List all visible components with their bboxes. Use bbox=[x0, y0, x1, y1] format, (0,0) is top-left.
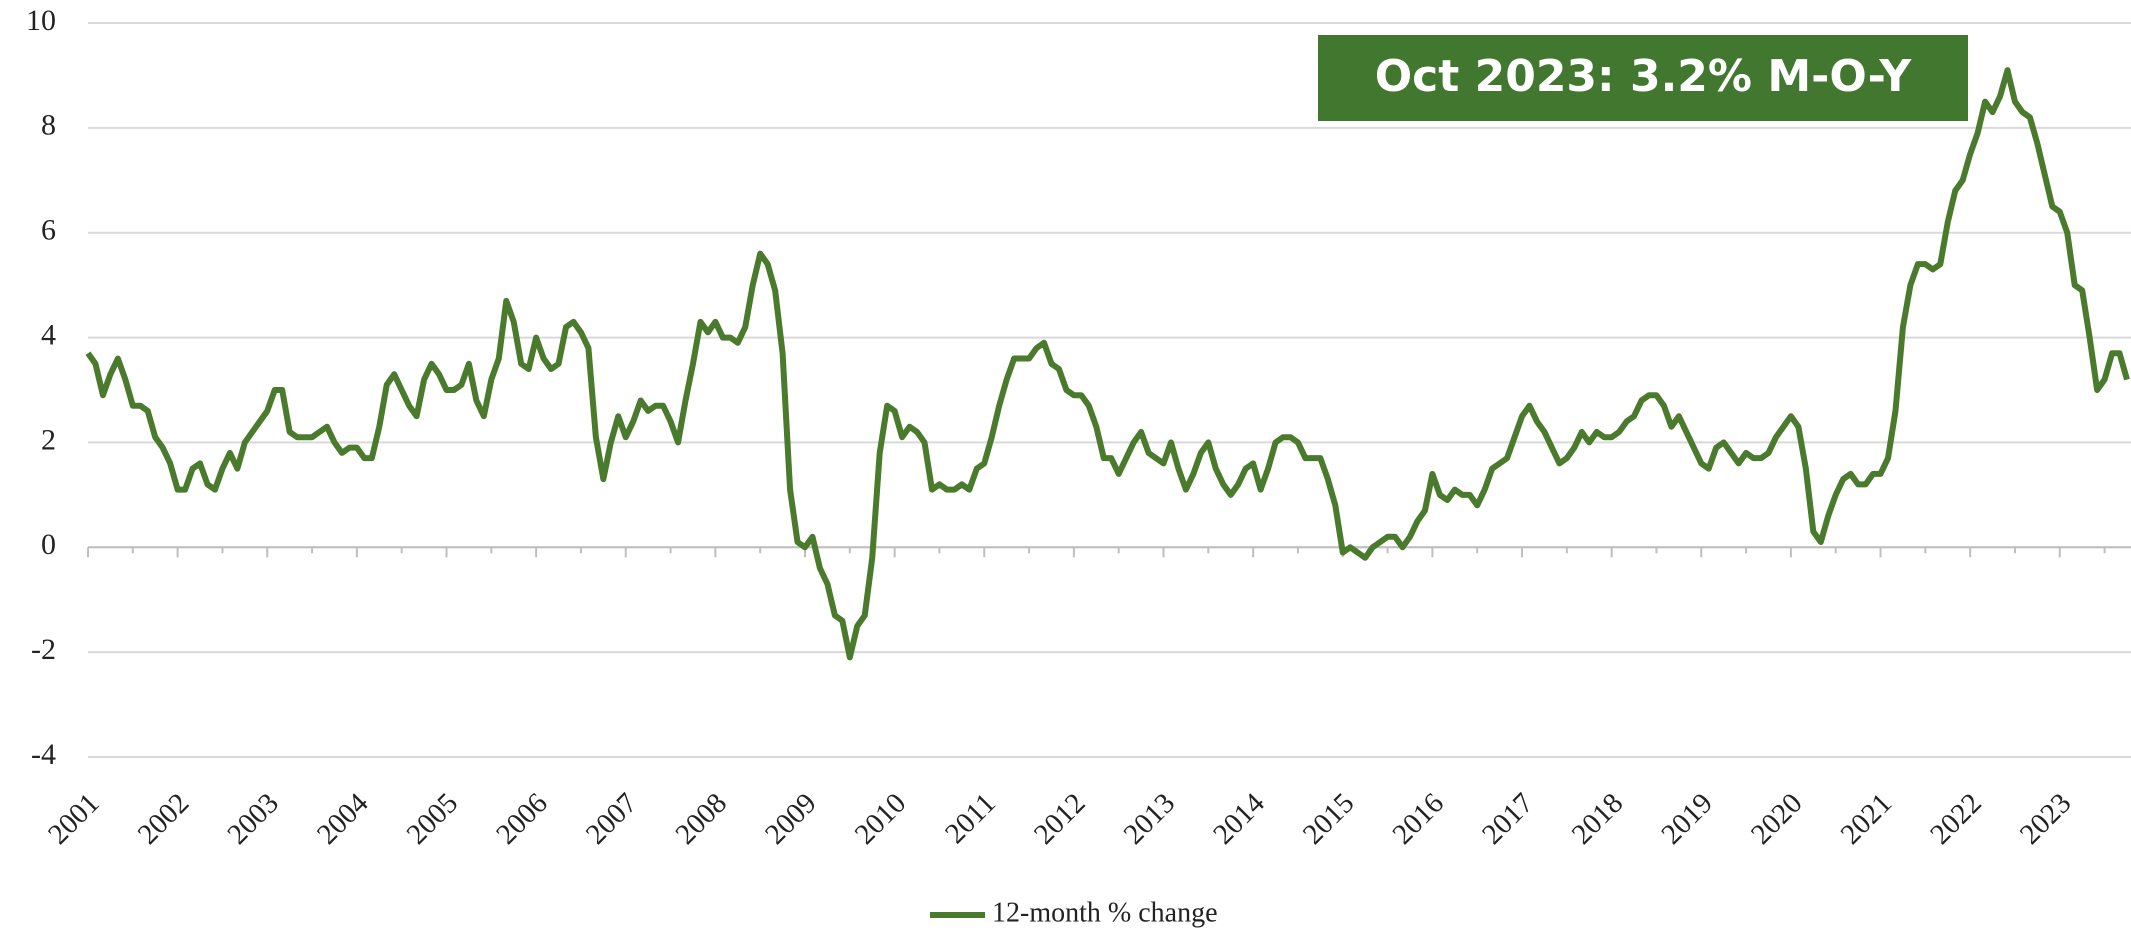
annotation-box bbox=[1318, 35, 1968, 121]
y-tick-label: 4 bbox=[41, 318, 56, 351]
y-tick-label: -2 bbox=[31, 633, 56, 666]
x-tick-label: 2003 bbox=[221, 787, 285, 851]
x-tick-label: 2002 bbox=[132, 787, 196, 851]
y-tick-label: -4 bbox=[31, 738, 56, 771]
x-tick-label: 2008 bbox=[669, 787, 733, 851]
y-tick-label: 8 bbox=[41, 109, 56, 142]
x-tick-label: 2019 bbox=[1655, 787, 1719, 851]
plot bbox=[85, 67, 2130, 661]
x-tick-label: 2011 bbox=[939, 787, 1002, 850]
x-tick-label: 2020 bbox=[1745, 787, 1809, 851]
x-tick-label: 2012 bbox=[1028, 787, 1092, 851]
x-tick-label: 2001 bbox=[42, 787, 106, 851]
x-tick-label: 2004 bbox=[311, 787, 375, 851]
x-tick-label: 2009 bbox=[759, 787, 823, 851]
x-tick-label: 2013 bbox=[1118, 787, 1182, 851]
x-tick-label: 2016 bbox=[1386, 787, 1450, 851]
x-tick-label: 2014 bbox=[1207, 787, 1271, 851]
grid bbox=[87, 22, 2131, 758]
legend-label: 12-month % change bbox=[992, 897, 1218, 928]
y-tick-label: 10 bbox=[26, 4, 56, 37]
y-tick-label: 0 bbox=[41, 528, 56, 561]
x-tick-label: 2018 bbox=[1566, 787, 1630, 851]
y-tick-label: 6 bbox=[41, 214, 56, 247]
x-tick-label: 2006 bbox=[490, 787, 554, 851]
x-tick-label: 2015 bbox=[1297, 787, 1361, 851]
x-tick-label: 2017 bbox=[1476, 787, 1540, 851]
x-tick-label: 2005 bbox=[401, 787, 465, 851]
y-tick-label: 2 bbox=[41, 423, 56, 456]
x-tick-label: 2022 bbox=[1924, 787, 1988, 851]
series-line bbox=[85, 67, 2130, 661]
x-tick-label: 2010 bbox=[849, 787, 913, 851]
x-tick-label: 2007 bbox=[580, 787, 644, 851]
annotation: Oct 2023: 3.2% M-O-Y bbox=[1375, 51, 1913, 102]
x-tick-label: 2021 bbox=[1835, 787, 1899, 851]
x-tick-label: 2023 bbox=[2014, 787, 2078, 851]
